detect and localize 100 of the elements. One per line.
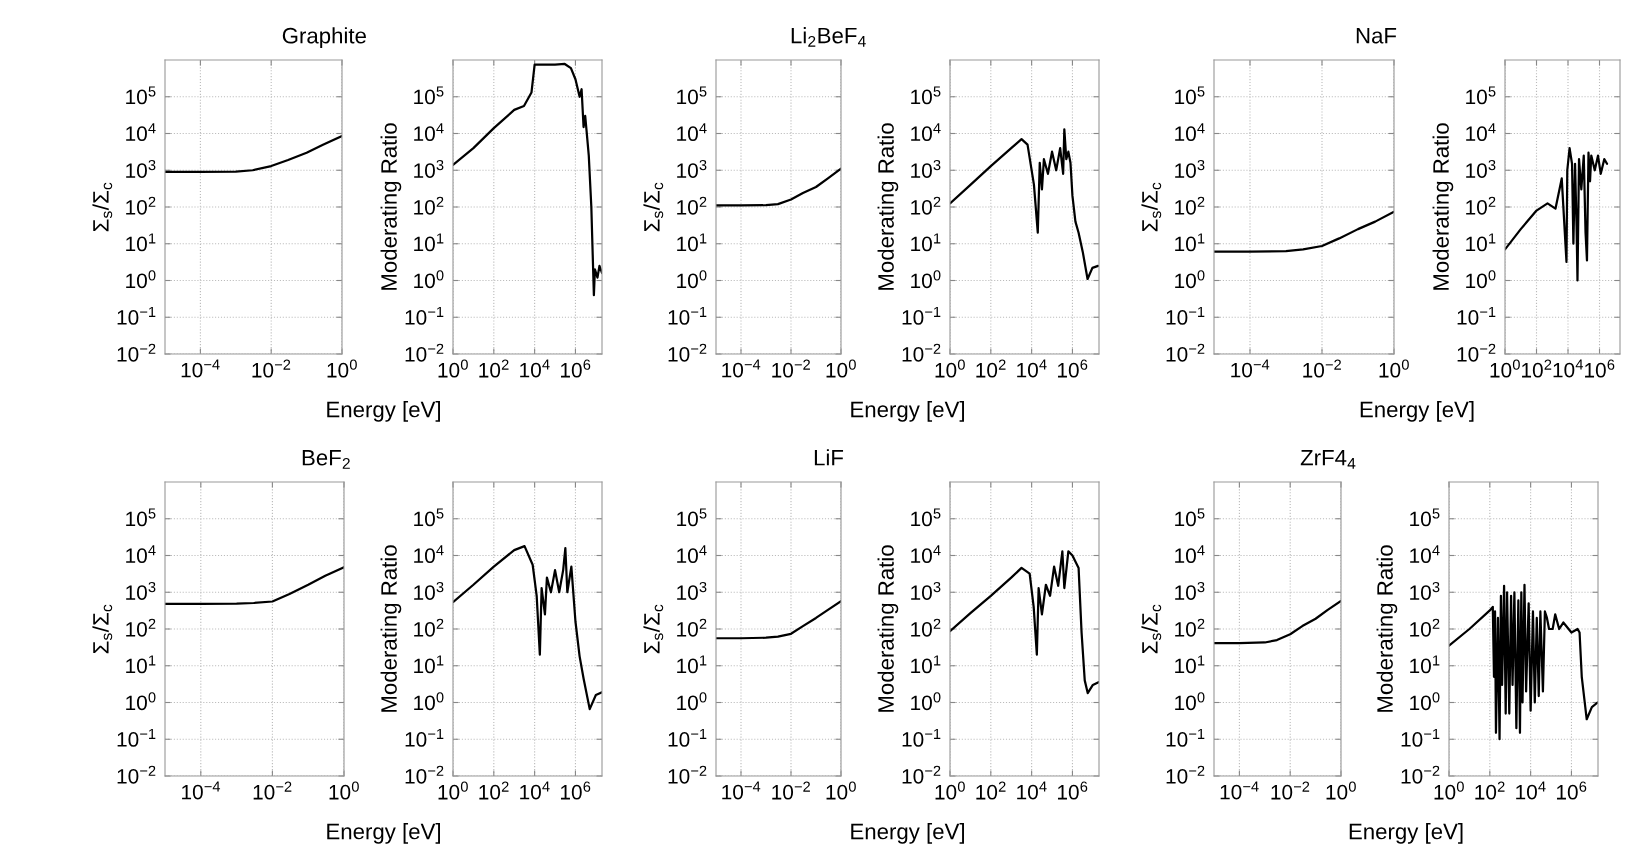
y-tick-label: 10$^{5}$ <box>677 508 707 527</box>
y-tick-label: 10$^{4}$ <box>677 545 707 564</box>
y-tick-label: 10$^{2}$ <box>911 618 941 637</box>
x-axis-title: Energy [eV] <box>851 823 964 844</box>
y-tick-label: 10$^{3}$ <box>126 581 156 600</box>
x-tick-label: 10$^{6}$ <box>1557 781 1587 800</box>
x-tick-label: 10$^{−2}$ <box>772 359 810 378</box>
y-tick-label: 10$^{3}$ <box>1410 581 1440 600</box>
y-tick-label: 10$^{−2}$ <box>117 765 156 784</box>
y-tick-label: 10$^{0}$ <box>1175 692 1205 711</box>
x-tick-label: 10$^{4}$ <box>520 359 550 378</box>
y-tick-label: 10$^{3}$ <box>677 159 707 178</box>
y-axis-title: Moderating Ratio <box>380 545 402 712</box>
x-tick-label: 10$^{0}$ <box>327 359 357 378</box>
y-axis-title: Σ$_{s}$/Σ$_{c}$ <box>1141 182 1162 232</box>
x-tick-label: 10$^{6}$ <box>1058 781 1088 800</box>
y-tick-label: 10$^{4}$ <box>1175 123 1205 142</box>
y-tick-label: 10$^{5}$ <box>414 508 444 527</box>
y-tick-label: 10$^{2}$ <box>126 196 156 215</box>
y-tick-label: 10$^{0}$ <box>911 692 941 711</box>
x-tick-label: 10$^{6}$ <box>1585 359 1615 378</box>
y-tick-label: 10$^{−2}$ <box>405 765 444 784</box>
x-tick-label: 10$^{4}$ <box>1017 781 1047 800</box>
y-tick-label: 10$^{1}$ <box>677 233 707 252</box>
y-tick-label: 10$^{−2}$ <box>1166 765 1205 784</box>
y-tick-label: 10$^{1}$ <box>414 233 444 252</box>
y-tick-label: 10$^{0}$ <box>126 692 156 711</box>
y-tick-label: 10$^{2}$ <box>1175 618 1205 637</box>
y-tick-label: 10$^{4}$ <box>414 123 444 142</box>
y-tick-label: 10$^{1}$ <box>1466 233 1496 252</box>
y-tick-label: 10$^{4}$ <box>911 545 941 564</box>
y-tick-label: 10$^{3}$ <box>1175 581 1205 600</box>
y-tick-label: 10$^{2}$ <box>1466 196 1496 215</box>
x-axis-title: Energy [eV] <box>327 823 440 844</box>
y-tick-label: 10$^{−1}$ <box>1166 306 1205 325</box>
x-axis-title: Energy [eV] <box>1360 401 1474 422</box>
y-tick-label: 10$^{−1}$ <box>902 728 941 747</box>
y-tick-label: 10$^{−1}$ <box>668 728 707 747</box>
y-tick-label: 10$^{−1}$ <box>668 306 707 325</box>
y-tick-label: 10$^{3}$ <box>911 581 941 600</box>
y-tick-label: 10$^{5}$ <box>911 508 941 527</box>
x-tick-label: 10$^{0}$ <box>438 359 468 378</box>
x-tick-label: 10$^{4}$ <box>1553 359 1584 378</box>
y-tick-label: 10$^{1}$ <box>126 655 156 674</box>
x-tick-label: 10$^{4}$ <box>520 781 550 800</box>
x-axis-title: Energy [eV] <box>1349 823 1463 844</box>
y-axis-title: Σ$_{s}$/Σ$_{c}$ <box>92 182 113 232</box>
y-axis-title: Moderating Ratio <box>877 123 899 290</box>
x-tick-label: 10$^{2}$ <box>976 781 1006 800</box>
y-tick-label: 10$^{3}$ <box>414 581 444 600</box>
x-tick-label: 10$^{2}$ <box>976 359 1006 378</box>
y-tick-label: 10$^{−2}$ <box>668 343 707 362</box>
y-tick-label: 10$^{5}$ <box>1410 508 1440 527</box>
y-tick-label: 10$^{5}$ <box>414 86 444 105</box>
x-tick-label: 10$^{−4}$ <box>722 781 761 800</box>
x-tick-label: 10$^{0}$ <box>1326 781 1356 800</box>
y-tick-label: 10$^{−1}$ <box>1457 306 1496 325</box>
y-tick-label: 10$^{4}$ <box>414 545 444 564</box>
y-tick-label: 10$^{0}$ <box>414 692 444 711</box>
y-tick-label: 10$^{−1}$ <box>405 306 444 325</box>
y-tick-label: 10$^{0}$ <box>911 270 941 289</box>
y-tick-label: 10$^{5}$ <box>911 86 941 105</box>
x-axis-title: Energy [eV] <box>327 401 440 422</box>
chart-title: ZrF4$_{4}$ <box>1300 450 1356 469</box>
y-tick-label: 10$^{4}$ <box>911 123 941 142</box>
y-tick-label: 10$^{5}$ <box>677 86 707 105</box>
x-tick-label: 10$^{0}$ <box>935 359 965 378</box>
x-tick-label: 10$^{2}$ <box>479 359 509 378</box>
y-tick-label: 10$^{1}$ <box>1175 655 1205 674</box>
y-tick-label: 10$^{0}$ <box>677 692 707 711</box>
y-tick-label: 10$^{3}$ <box>911 159 941 178</box>
y-tick-label: 10$^{2}$ <box>414 618 444 637</box>
y-tick-label: 10$^{5}$ <box>126 86 156 105</box>
y-tick-label: 10$^{−1}$ <box>1166 728 1205 747</box>
y-tick-label: 10$^{3}$ <box>1175 159 1205 178</box>
y-tick-label: 10$^{−2}$ <box>902 765 941 784</box>
chart-title: BeF$_{2}$ <box>302 450 350 469</box>
y-tick-label: 10$^{3}$ <box>1466 159 1496 178</box>
x-tick-label: 10$^{2}$ <box>1522 359 1552 378</box>
y-axis-title: Σ$_{s}$/Σ$_{c}$ <box>1141 604 1162 654</box>
x-tick-label: 10$^{0}$ <box>1490 359 1520 378</box>
x-tick-label: 10$^{−4}$ <box>1231 359 1270 378</box>
y-axis-title: Σ$_{s}$/Σ$_{c}$ <box>643 604 664 654</box>
y-tick-label: 10$^{4}$ <box>1466 123 1496 142</box>
y-tick-label: 10$^{−2}$ <box>405 343 444 362</box>
y-axis-title: Moderating Ratio <box>1376 545 1398 712</box>
y-tick-label: 10$^{4}$ <box>1175 545 1205 564</box>
y-tick-label: 10$^{−1}$ <box>1401 728 1440 747</box>
x-axis-title: Energy [eV] <box>851 401 964 422</box>
y-axis-title: Moderating Ratio <box>877 545 899 712</box>
x-tick-label: 10$^{0}$ <box>438 781 468 800</box>
y-tick-label: 10$^{−1}$ <box>117 728 156 747</box>
y-tick-label: 10$^{2}$ <box>126 618 156 637</box>
chart-title: LiF <box>814 449 844 466</box>
x-tick-label: 10$^{0}$ <box>826 359 856 378</box>
y-axis-title: Σ$_{s}$/Σ$_{c}$ <box>92 604 113 654</box>
y-tick-label: 10$^{5}$ <box>1175 508 1205 527</box>
x-tick-label: 10$^{0}$ <box>826 781 856 800</box>
x-tick-label: 10$^{2}$ <box>479 781 509 800</box>
y-tick-label: 10$^{−2}$ <box>902 343 941 362</box>
